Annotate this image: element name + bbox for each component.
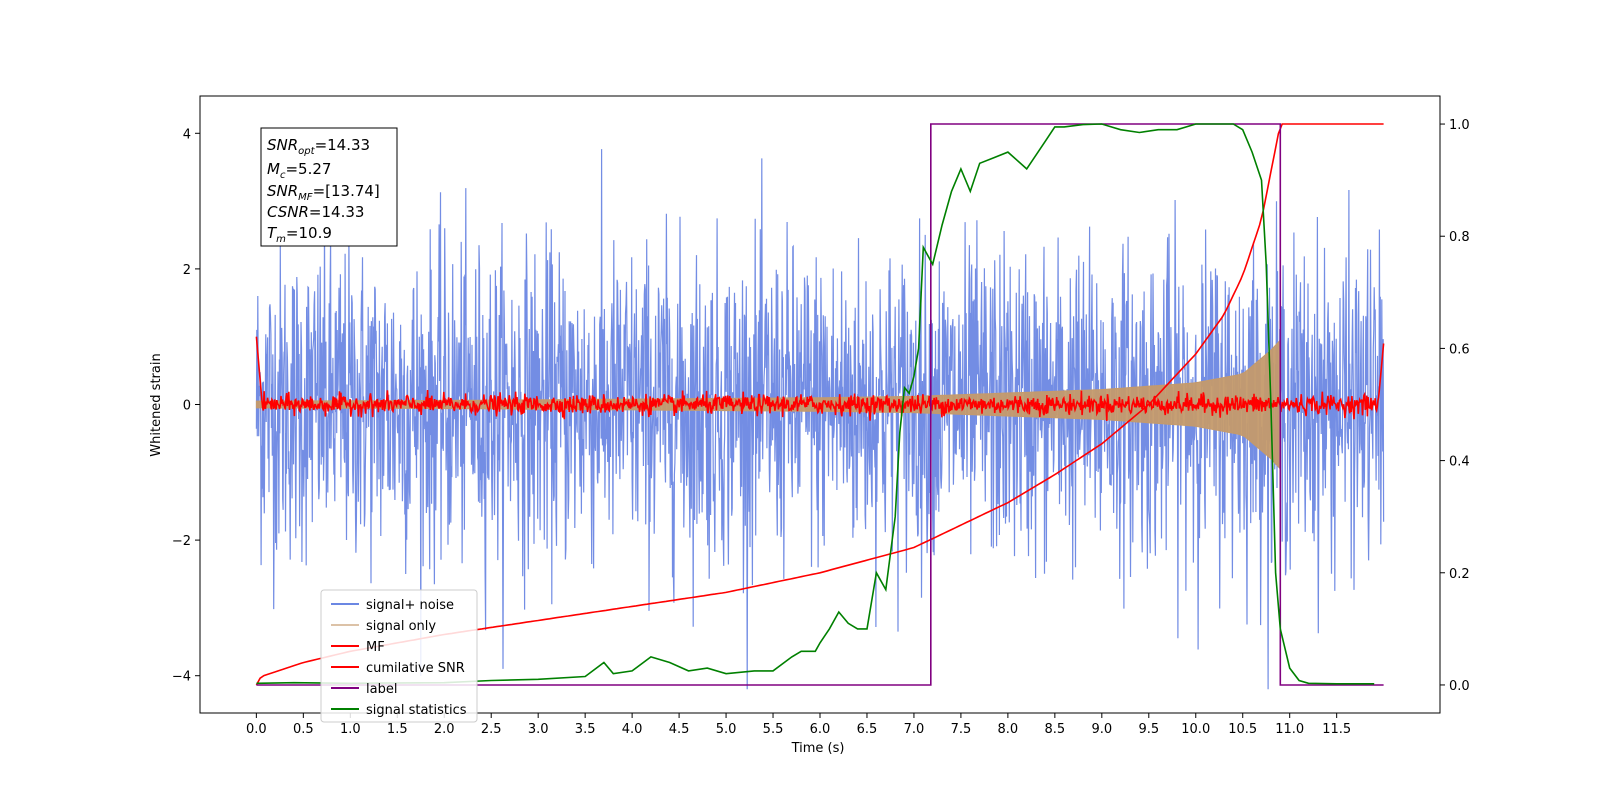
x-tick-label: 9.0	[1091, 722, 1112, 737]
x-tick-label: 0.0	[246, 722, 267, 737]
info-snr-opt: SNRopt=14.33	[267, 136, 370, 157]
series-mf-line	[255, 336, 1385, 422]
y-right-tick-label: 0.8	[1449, 230, 1470, 245]
y-axis-left-ticks: 4 2 0 −2 −4	[172, 127, 200, 685]
x-tick-label: 5.0	[716, 722, 737, 737]
y-right-tick-label: 0.2	[1449, 567, 1470, 582]
y-axis-right-ticks: 1.0 0.8 0.6 0.4 0.2 0.0	[1440, 118, 1470, 694]
x-tick-label: 2.5	[481, 722, 502, 737]
x-tick-label: 3.0	[528, 722, 549, 737]
legend-label: MF	[366, 640, 385, 655]
legend-frame	[320, 589, 478, 723]
x-tick-label: 10.0	[1181, 722, 1210, 737]
info-box: SNRopt=14.33 Mc=5.27 SNRMF=[13.74] CSNR=…	[260, 127, 398, 247]
info-tm: Tm=10.9	[267, 224, 332, 245]
y-right-tick-label: 1.0	[1449, 118, 1470, 133]
x-axis-ticks: 0.0 0.5 1.0 1.5 2.0 2.5 3.0 3.5 4.0 4.5 5.0 5.5 6.0 6…	[246, 713, 1351, 737]
x-tick-label: 6.5	[857, 722, 878, 737]
legend: signal+ noise signal only MF cumilative SNR…	[320, 589, 478, 723]
y-right-tick-label: 0.6	[1449, 342, 1470, 357]
x-tick-label: 5.5	[763, 722, 784, 737]
info-box-frame	[260, 127, 398, 247]
x-tick-label: 2.0	[434, 722, 455, 737]
y-left-tick-label: 0	[183, 399, 191, 414]
y-right-tick-label: 0.4	[1449, 455, 1470, 470]
x-tick-label: 7.0	[904, 722, 925, 737]
legend-label: signal+ noise	[366, 598, 454, 613]
x-tick-label: 1.5	[387, 722, 408, 737]
legend-label: signal statistics	[366, 703, 467, 718]
x-tick-label: 8.5	[1045, 722, 1066, 737]
legend-label: cumilative SNR	[366, 661, 465, 676]
info-csnr: CSNR=14.33	[267, 203, 364, 221]
y-left-tick-label: 4	[183, 127, 191, 142]
x-tick-label: 8.0	[998, 722, 1019, 737]
y-right-tick-label: 0.0	[1449, 679, 1470, 694]
x-tick-label: 3.5	[575, 722, 596, 737]
x-tick-label: 9.5	[1138, 722, 1159, 737]
series-signal-statistics-line	[256, 123, 1375, 685]
x-tick-label: 7.5	[951, 722, 972, 737]
y-left-tick-label: −2	[172, 534, 191, 549]
y-left-tick-label: 2	[183, 263, 191, 278]
info-snr-mf: SNRMF=[13.74]	[267, 182, 380, 203]
x-axis-label: Time (s)	[791, 741, 845, 756]
legend-label: label	[366, 682, 397, 697]
series-label-line	[256, 123, 1384, 686]
x-tick-label: 4.5	[669, 722, 690, 737]
x-tick-label: 4.0	[622, 722, 643, 737]
y-left-tick-label: −4	[172, 670, 191, 685]
x-tick-label: 11.5	[1322, 722, 1351, 737]
info-mc: Mc=5.27	[267, 160, 331, 181]
x-tick-label: 0.5	[293, 722, 314, 737]
x-tick-label: 10.5	[1228, 722, 1257, 737]
x-tick-label: 1.0	[340, 722, 361, 737]
x-tick-label: 6.0	[810, 722, 831, 737]
y-axis-left-label: Whitened strain	[149, 353, 164, 456]
legend-label: signal only	[366, 619, 436, 634]
x-tick-label: 11.0	[1275, 722, 1304, 737]
